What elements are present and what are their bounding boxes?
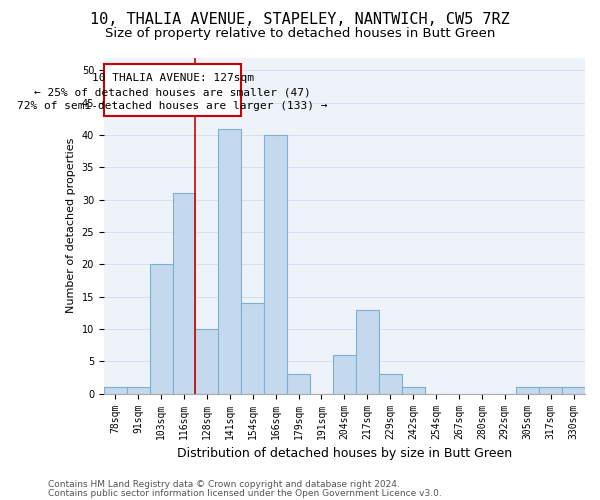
Text: 72% of semi-detached houses are larger (133) →: 72% of semi-detached houses are larger (…	[17, 102, 328, 112]
Text: Contains public sector information licensed under the Open Government Licence v3: Contains public sector information licen…	[48, 488, 442, 498]
X-axis label: Distribution of detached houses by size in Butt Green: Distribution of detached houses by size …	[177, 447, 512, 460]
Bar	[287, 374, 310, 394]
Bar	[196, 329, 218, 394]
Text: Size of property relative to detached houses in Butt Green: Size of property relative to detached ho…	[105, 28, 495, 40]
Bar	[173, 194, 196, 394]
Bar	[149, 264, 173, 394]
Y-axis label: Number of detached properties: Number of detached properties	[66, 138, 76, 314]
Bar	[127, 387, 149, 394]
FancyBboxPatch shape	[104, 64, 241, 116]
Bar	[241, 303, 264, 394]
Bar	[104, 387, 127, 394]
Text: Contains HM Land Registry data © Crown copyright and database right 2024.: Contains HM Land Registry data © Crown c…	[48, 480, 400, 489]
Bar	[539, 387, 562, 394]
Bar	[333, 355, 356, 394]
Bar	[356, 310, 379, 394]
Text: 10 THALIA AVENUE: 127sqm: 10 THALIA AVENUE: 127sqm	[92, 74, 254, 84]
Bar	[218, 128, 241, 394]
Bar	[562, 387, 585, 394]
Bar	[379, 374, 401, 394]
Bar	[516, 387, 539, 394]
Text: 10, THALIA AVENUE, STAPELEY, NANTWICH, CW5 7RZ: 10, THALIA AVENUE, STAPELEY, NANTWICH, C…	[90, 12, 510, 28]
Text: ← 25% of detached houses are smaller (47): ← 25% of detached houses are smaller (47…	[34, 88, 311, 98]
Bar	[264, 135, 287, 394]
Bar	[401, 387, 425, 394]
